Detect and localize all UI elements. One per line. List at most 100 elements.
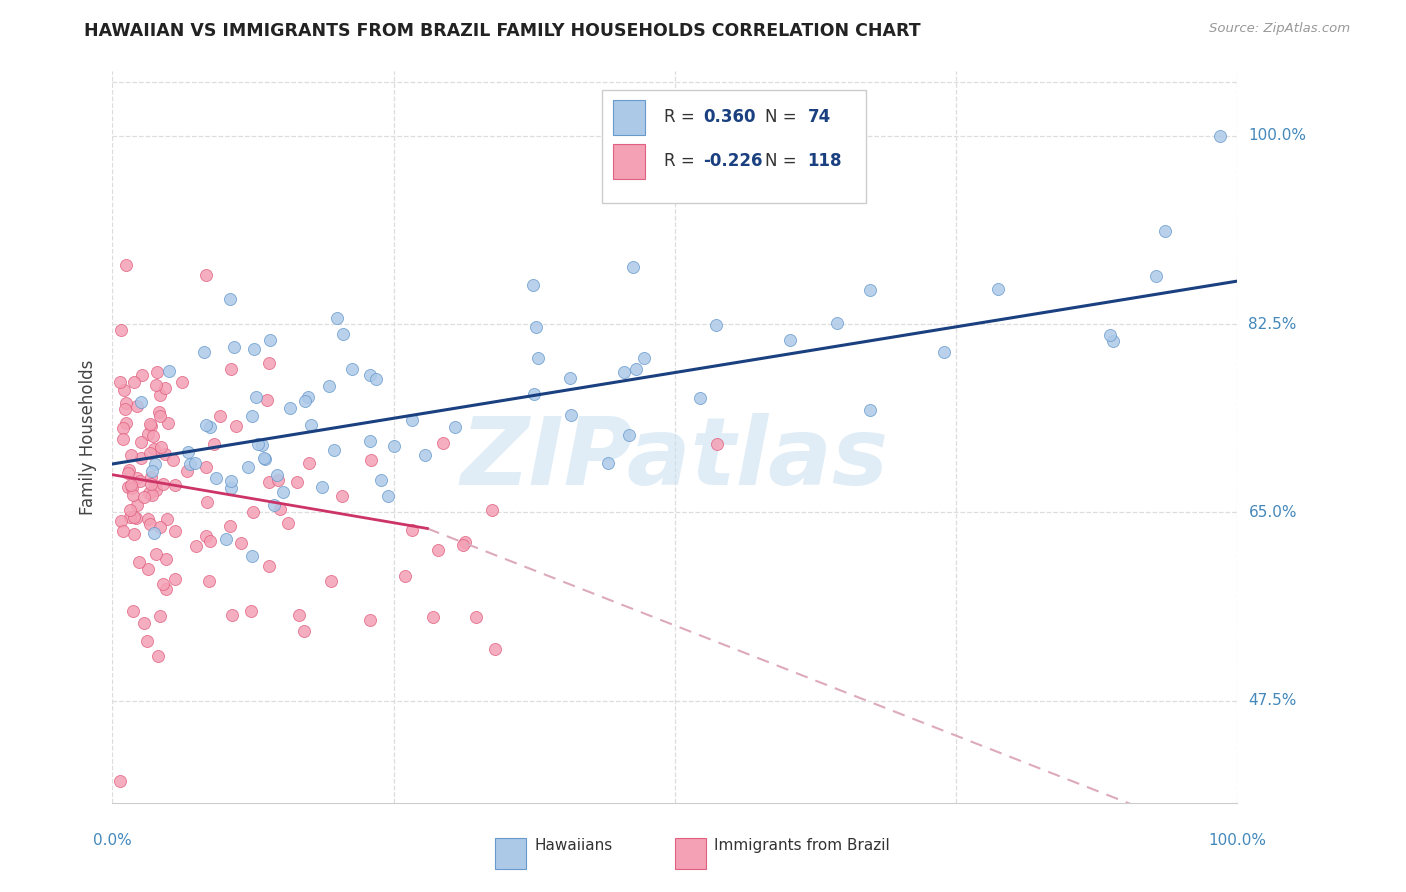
Point (322, 443, 344, 458)
Point (318, 378, 340, 392)
Text: Hawaiians: Hawaiians (534, 838, 613, 853)
Text: ZIPatlas: ZIPatlas (461, 413, 889, 505)
Point (382, 439, 405, 453)
Point (240, 549, 263, 563)
Text: R =: R = (664, 153, 695, 170)
Point (132, 490, 155, 504)
Point (159, 364, 181, 378)
Point (157, 416, 180, 430)
Point (153, 447, 176, 461)
Point (340, 362, 363, 376)
Point (626, 361, 648, 376)
Point (311, 480, 333, 494)
Point (198, 419, 221, 434)
Point (825, 316, 848, 330)
Point (240, 409, 263, 423)
Point (163, 573, 186, 587)
Point (195, 417, 218, 432)
Point (183, 456, 205, 470)
Point (129, 434, 152, 449)
Point (299, 417, 322, 432)
Point (108, 376, 131, 390)
Point (120, 448, 142, 462)
Point (141, 470, 163, 484)
Point (617, 427, 640, 442)
Point (145, 547, 167, 561)
Point (129, 451, 152, 466)
Point (162, 453, 184, 467)
Point (359, 368, 381, 382)
Point (704, 318, 727, 332)
Point (401, 413, 423, 427)
Point (524, 320, 547, 334)
Point (238, 459, 260, 474)
Point (139, 417, 162, 431)
Point (114, 396, 136, 410)
Point (148, 405, 170, 419)
Point (215, 532, 238, 546)
Point (987, 281, 1010, 295)
Point (277, 516, 299, 530)
Text: 82.5%: 82.5% (1249, 317, 1296, 332)
Point (194, 529, 217, 543)
Text: 100.0%: 100.0% (1208, 833, 1267, 848)
Point (115, 258, 138, 272)
Point (859, 284, 882, 298)
Point (1144, 268, 1167, 283)
Point (253, 450, 276, 465)
Point (125, 498, 148, 512)
Point (326, 310, 349, 325)
Point (165, 524, 187, 539)
Text: 74: 74 (807, 109, 831, 127)
Point (523, 387, 546, 401)
Point (122, 375, 145, 389)
Text: Source: ZipAtlas.com: Source: ZipAtlas.com (1209, 22, 1350, 36)
Point (177, 445, 200, 459)
Point (464, 610, 486, 624)
Point (156, 512, 179, 526)
Point (152, 577, 174, 591)
Text: 65.0%: 65.0% (1249, 505, 1296, 520)
Point (706, 436, 728, 450)
Point (145, 479, 167, 493)
Point (114, 401, 136, 416)
Point (427, 543, 450, 558)
Point (112, 433, 135, 447)
Point (136, 512, 159, 526)
Point (110, 774, 132, 789)
Point (259, 333, 281, 347)
Point (256, 392, 278, 407)
Point (269, 501, 291, 516)
Point (121, 604, 143, 618)
Point (221, 607, 243, 622)
Point (454, 535, 477, 549)
Point (200, 533, 222, 548)
Point (143, 442, 166, 456)
Point (131, 368, 153, 382)
Point (221, 361, 243, 376)
FancyBboxPatch shape (602, 90, 866, 203)
Point (779, 333, 801, 347)
Point (198, 574, 221, 589)
Point (377, 489, 399, 503)
Point (271, 485, 294, 500)
Point (127, 399, 149, 413)
Point (120, 503, 142, 517)
Point (1154, 224, 1177, 238)
Point (280, 401, 302, 416)
Point (149, 409, 172, 424)
Point (122, 527, 145, 541)
Point (136, 426, 159, 441)
Point (231, 536, 253, 550)
Point (117, 463, 139, 477)
Point (170, 375, 193, 389)
Point (117, 480, 139, 494)
Point (859, 403, 882, 417)
Point (219, 475, 242, 489)
Text: -0.226: -0.226 (703, 153, 762, 170)
Point (266, 468, 288, 483)
Point (266, 473, 288, 487)
Point (139, 418, 162, 433)
Point (242, 342, 264, 356)
Point (413, 448, 436, 462)
